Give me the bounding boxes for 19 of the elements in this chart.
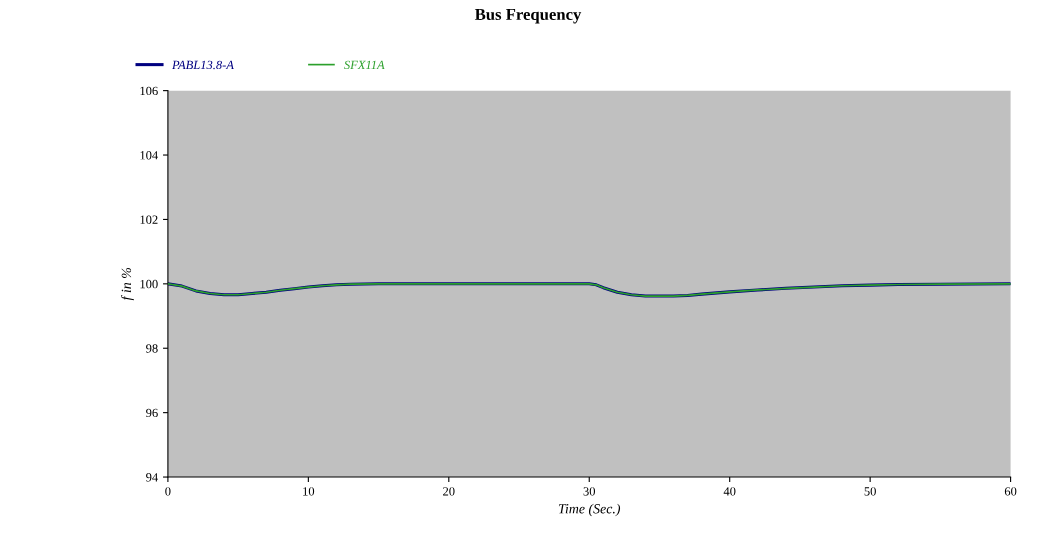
x-tick-label: 50 <box>864 487 876 496</box>
y-tick-label: 104 <box>140 151 158 160</box>
legend-label: SFX11A <box>344 60 385 70</box>
x-axis-title: Time (Sec.) <box>558 503 621 517</box>
y-tick-label: 94 <box>146 473 158 482</box>
y-tick-label: 98 <box>146 344 158 353</box>
legend-label: PABL13.8-A <box>171 60 234 70</box>
x-tick-label: 0 <box>165 487 171 496</box>
x-tick-label: 20 <box>443 487 455 496</box>
x-tick-label: 10 <box>303 487 315 496</box>
y-tick-label: 100 <box>140 279 158 289</box>
y-tick-label: 106 <box>140 86 158 96</box>
x-tick-label: 60 <box>1004 487 1017 496</box>
y-axis-title: f in % <box>121 268 134 301</box>
x-tick-label: 40 <box>723 487 736 496</box>
x-tick-label: 30 <box>583 487 596 496</box>
chart-title: Bus Frequency <box>474 8 582 24</box>
y-tick-label: 96 <box>146 408 158 418</box>
y-tick-label: 102 <box>140 215 158 224</box>
